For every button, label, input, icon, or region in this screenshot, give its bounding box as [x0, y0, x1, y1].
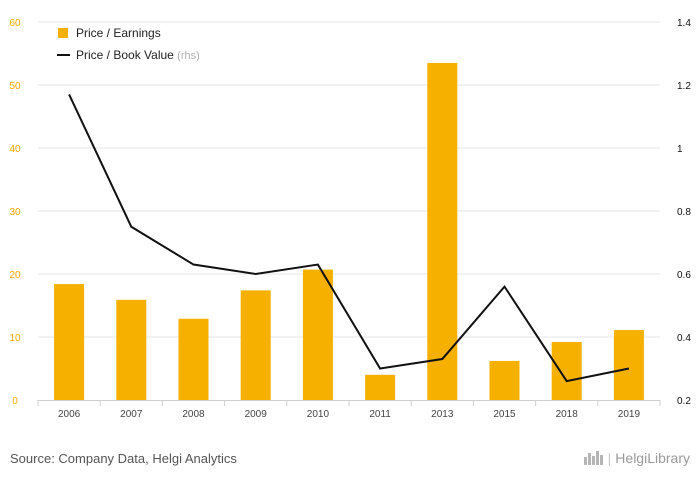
x-tick-label: 2010	[307, 409, 330, 420]
y-left-tick-label: 50	[9, 81, 21, 92]
bar	[178, 318, 209, 400]
brand-separator: |	[607, 450, 612, 466]
y-right-tick-label: 1.2	[677, 81, 691, 92]
y-left-tick-label: 60	[9, 18, 21, 29]
x-tick-label: 2008	[182, 409, 205, 420]
y-left-tick-label: 10	[9, 333, 21, 344]
bar	[54, 284, 85, 400]
y-right-tick-label: 0.4	[677, 333, 691, 344]
x-tick-label: 2015	[493, 409, 516, 420]
line-series	[68, 94, 630, 383]
x-tick-label: 2018	[556, 409, 579, 420]
y-left-tick-label: 0	[12, 396, 18, 407]
y-right-tick-label: 1	[677, 144, 683, 155]
brand-logo: | HelgiLibrary	[583, 450, 690, 466]
legend-suffix: (rhs)	[177, 50, 200, 62]
x-tick-label: 2006	[58, 409, 81, 420]
gridlines	[38, 21, 660, 338]
y-right-tick-label: 0.2	[677, 396, 691, 407]
y-left-tick-label: 20	[9, 270, 21, 281]
y-right-tick-label: 0.6	[677, 270, 691, 281]
x-tick-label: 2007	[120, 409, 143, 420]
legend: Price / Earnings Price / Book Value (rhs)	[57, 26, 200, 62]
y-right-tick-label: 0.8	[677, 207, 691, 218]
chart-svg: 0 10 20 30 40 50 60 0.2 0.4 0.6 0.8 1 1.2 1.4 2006 2007…	[9, 18, 691, 420]
bar	[302, 269, 333, 400]
bar	[489, 360, 520, 400]
bar	[240, 290, 271, 400]
bar	[613, 330, 644, 400]
bar-series	[54, 62, 644, 400]
y-right-tick-label: 1.4	[677, 18, 691, 29]
source-note: Source: Company Data, Helgi Analytics	[10, 451, 237, 466]
bar	[551, 342, 582, 400]
bar	[116, 299, 147, 400]
axes: 0 10 20 30 40 50 60 0.2 0.4 0.6 0.8 1 1.2 1.4 2006 2007…	[9, 18, 691, 420]
line-path	[68, 94, 630, 383]
legend-swatch-bar	[58, 28, 68, 38]
brand-name: HelgiLibrary	[615, 450, 690, 466]
bar	[427, 62, 458, 400]
y-left-tick-label: 40	[9, 144, 21, 155]
x-tick-label: 2013	[431, 409, 454, 420]
legend-label: Price / Earnings	[76, 26, 161, 40]
x-tick-label: 2009	[245, 409, 268, 420]
x-tick-label: 2011	[369, 409, 391, 420]
x-tick-label: 2019	[618, 409, 641, 420]
legend-label: Price / Book Value (rhs)	[76, 48, 200, 62]
y-left-tick-label: 30	[9, 207, 21, 218]
bar	[365, 374, 396, 400]
city-skyline-icon	[583, 451, 604, 465]
